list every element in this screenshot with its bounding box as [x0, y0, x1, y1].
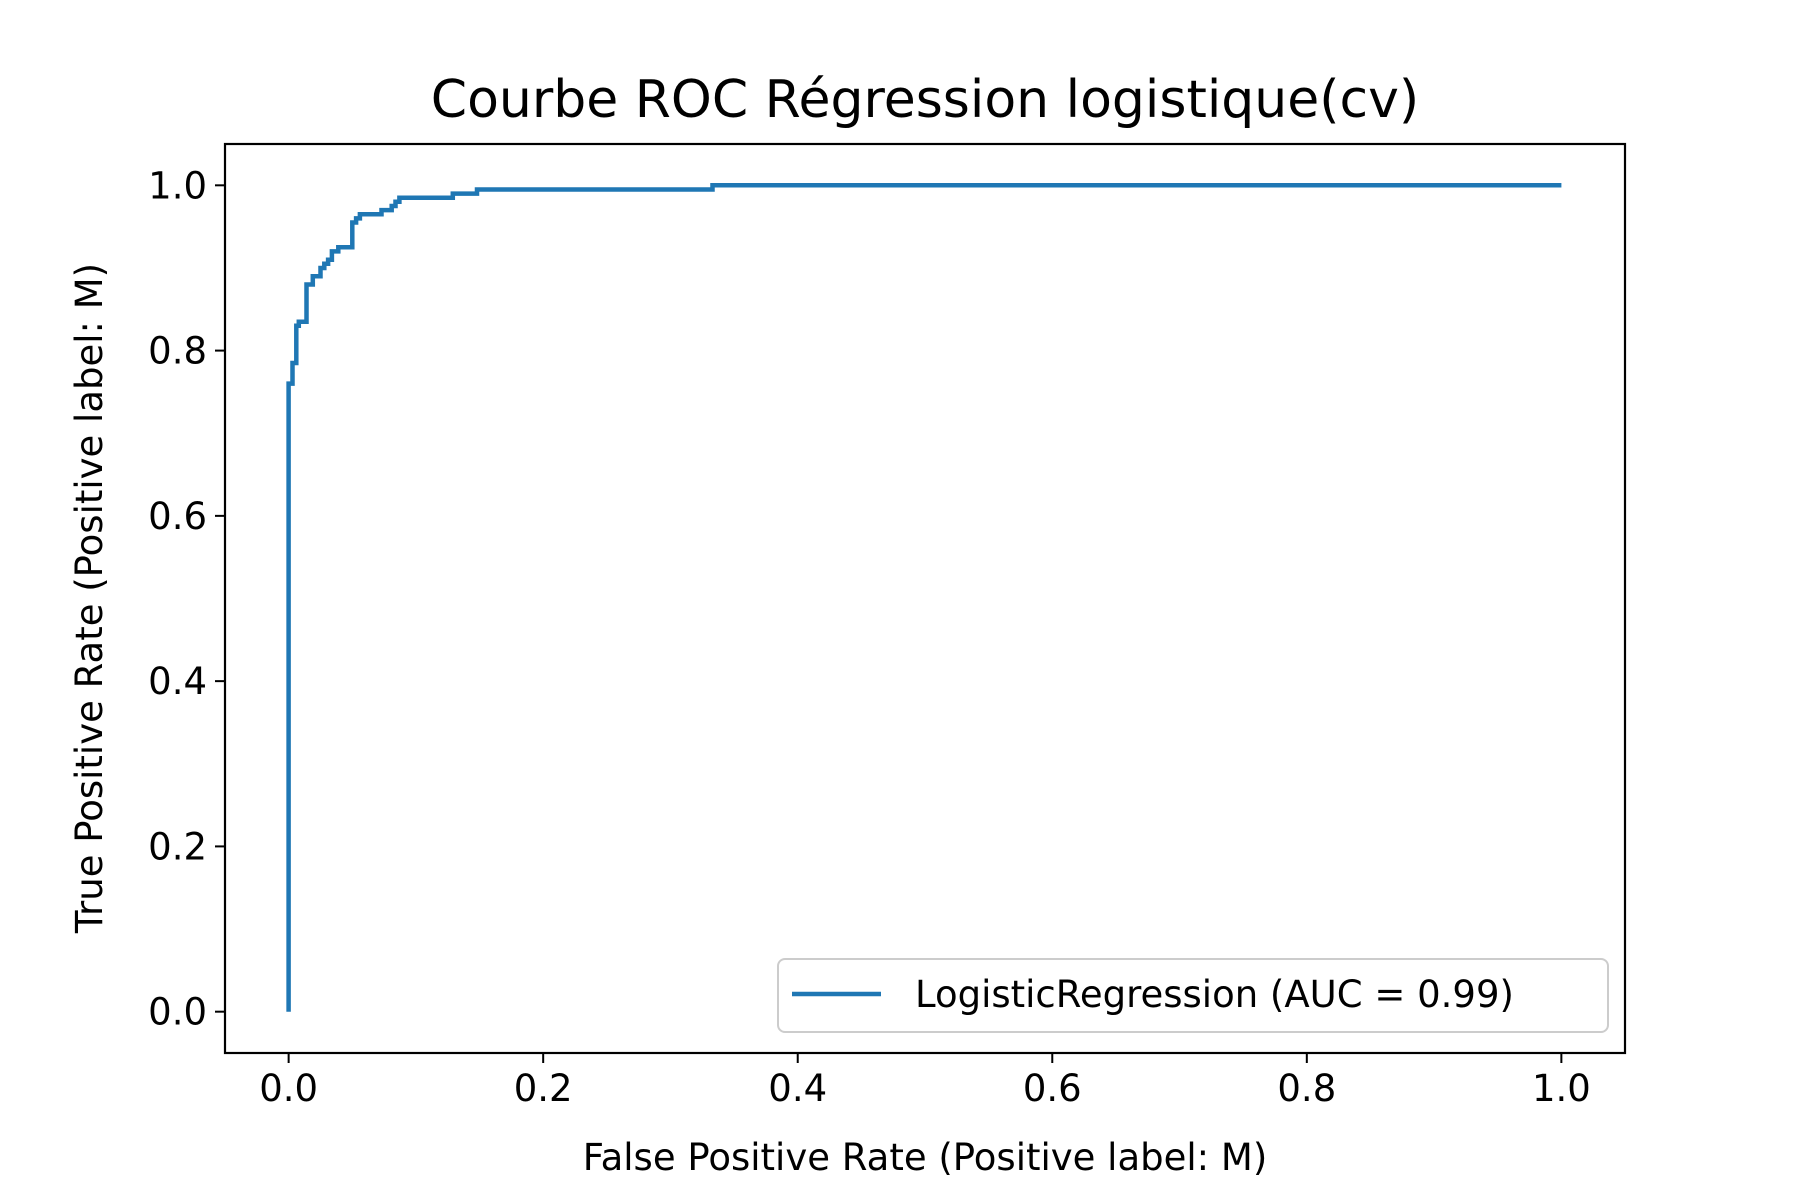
- series-layer: [286, 183, 1562, 1012]
- x-tick-label: 0.0: [259, 1067, 318, 1110]
- x-axis-ticks: 0.0 0.2 0.4 0.6 0.8 1.0: [259, 1053, 1591, 1110]
- y-tick-label: 0.0: [148, 991, 207, 1034]
- y-tick-label: 0.6: [148, 495, 207, 538]
- y-tick-label: 0.4: [148, 660, 207, 703]
- y-axis-label: True Positive Rate (Positive label: M): [68, 263, 111, 934]
- legend-entry-label: LogisticRegression (AUC = 0.99): [915, 973, 1514, 1016]
- x-tick-label: 1.0: [1532, 1067, 1591, 1110]
- x-axis-label: False Positive Rate (Positive label: M): [583, 1136, 1268, 1179]
- y-axis-ticks: 0.0 0.2 0.4 0.6 0.8 1.0: [148, 164, 225, 1034]
- x-tick-label: 0.6: [1023, 1067, 1082, 1110]
- y-tick-label: 0.8: [148, 330, 207, 373]
- y-tick-label: 1.0: [148, 164, 207, 207]
- chart-title: Courbe ROC Régression logistique(cv): [431, 70, 1419, 130]
- roc-curve-line: [286, 183, 1562, 1012]
- plot-area-frame: [223, 142, 1627, 1055]
- legend: LogisticRegression (AUC = 0.99): [777, 958, 1609, 1033]
- x-tick-label: 0.4: [768, 1067, 827, 1110]
- x-tick-label: 0.2: [514, 1067, 573, 1110]
- legend-box: [777, 958, 1609, 1033]
- x-tick-label: 0.8: [1277, 1067, 1336, 1110]
- y-tick-label: 0.2: [148, 825, 207, 868]
